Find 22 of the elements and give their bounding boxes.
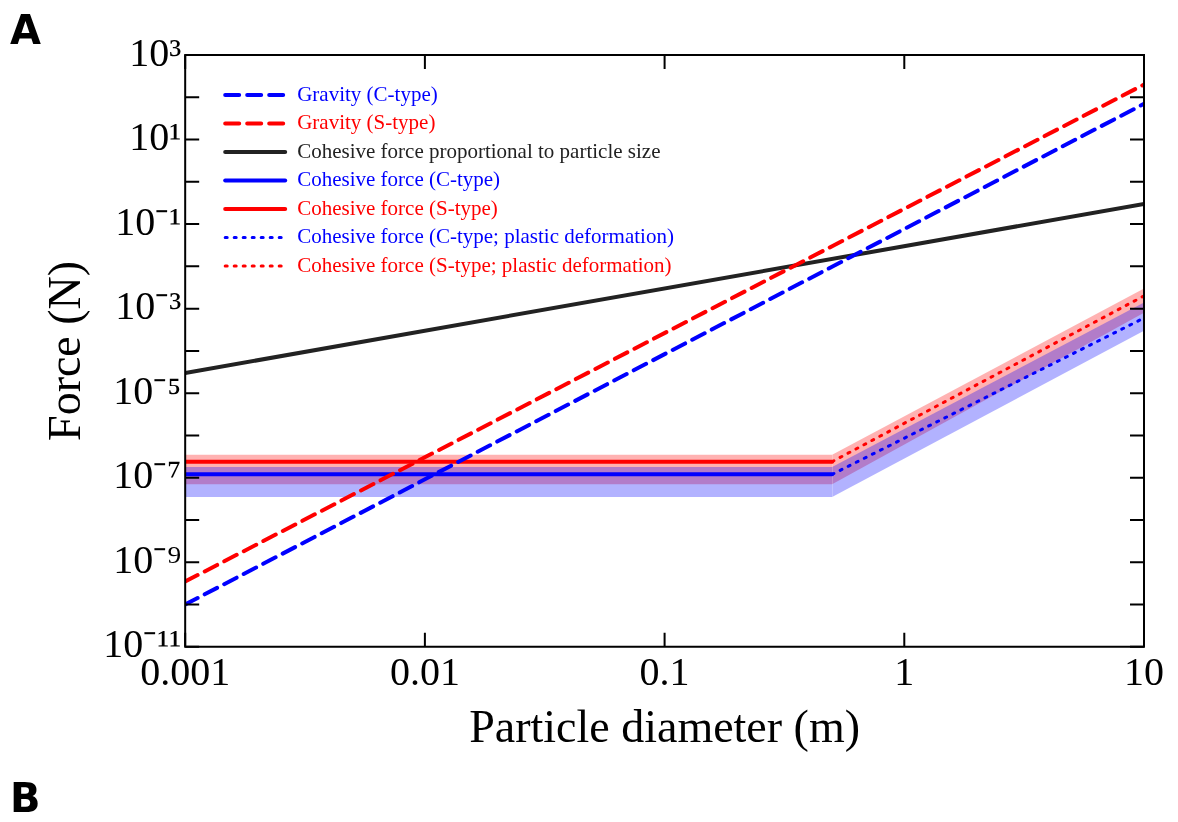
y-tick-label: 10⁻¹ [115,198,182,244]
legend-label: Cohesive force (C-type; plastic deformation) [297,224,674,249]
x-tick-label: 10 [1124,649,1164,695]
y-tick-label: 10⁻³ [115,283,182,329]
legend-label: Cohesive force (S-type) [297,195,498,220]
y-tick-label: 10³ [129,29,182,75]
x-tick-label: 0.01 [389,649,460,695]
text: A [10,7,41,53]
y-tick-label: 10⁻⁹ [113,536,182,582]
y-tick-label: 10⁻⁷ [113,452,182,498]
y-tick-label: 10⁻⁵ [113,367,182,413]
text: B [10,775,41,821]
x-tick-label: 0.1 [639,649,690,695]
y-tick-label: 10¹ [129,114,182,160]
y-axis-title: Force (N) [38,260,90,441]
x-axis-title: Particle diameter (m) [469,701,861,753]
legend-label: Gravity (C-type) [297,81,438,106]
legend-label: Cohesive force (C-type) [297,167,501,192]
x-tick-label: 1 [894,649,915,695]
legend-label: Gravity (S-type) [297,110,436,135]
legend-label: Cohesive force proportional to particle size [297,138,661,163]
legend-label: Cohesive force (S-type; plastic deformation) [297,252,672,277]
